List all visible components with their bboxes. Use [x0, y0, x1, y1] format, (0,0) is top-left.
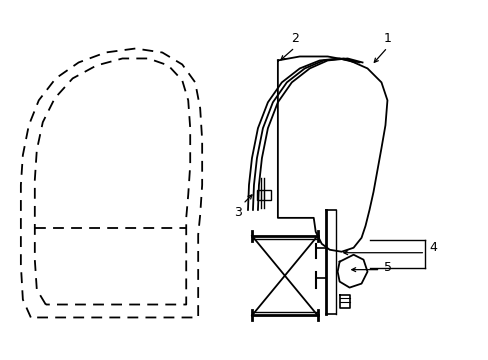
- Text: 2: 2: [290, 32, 298, 45]
- Text: 1: 1: [383, 32, 390, 45]
- Text: 3: 3: [234, 206, 242, 219]
- Text: 5: 5: [384, 261, 392, 274]
- Bar: [256, 190, 270, 200]
- Text: 4: 4: [428, 241, 436, 254]
